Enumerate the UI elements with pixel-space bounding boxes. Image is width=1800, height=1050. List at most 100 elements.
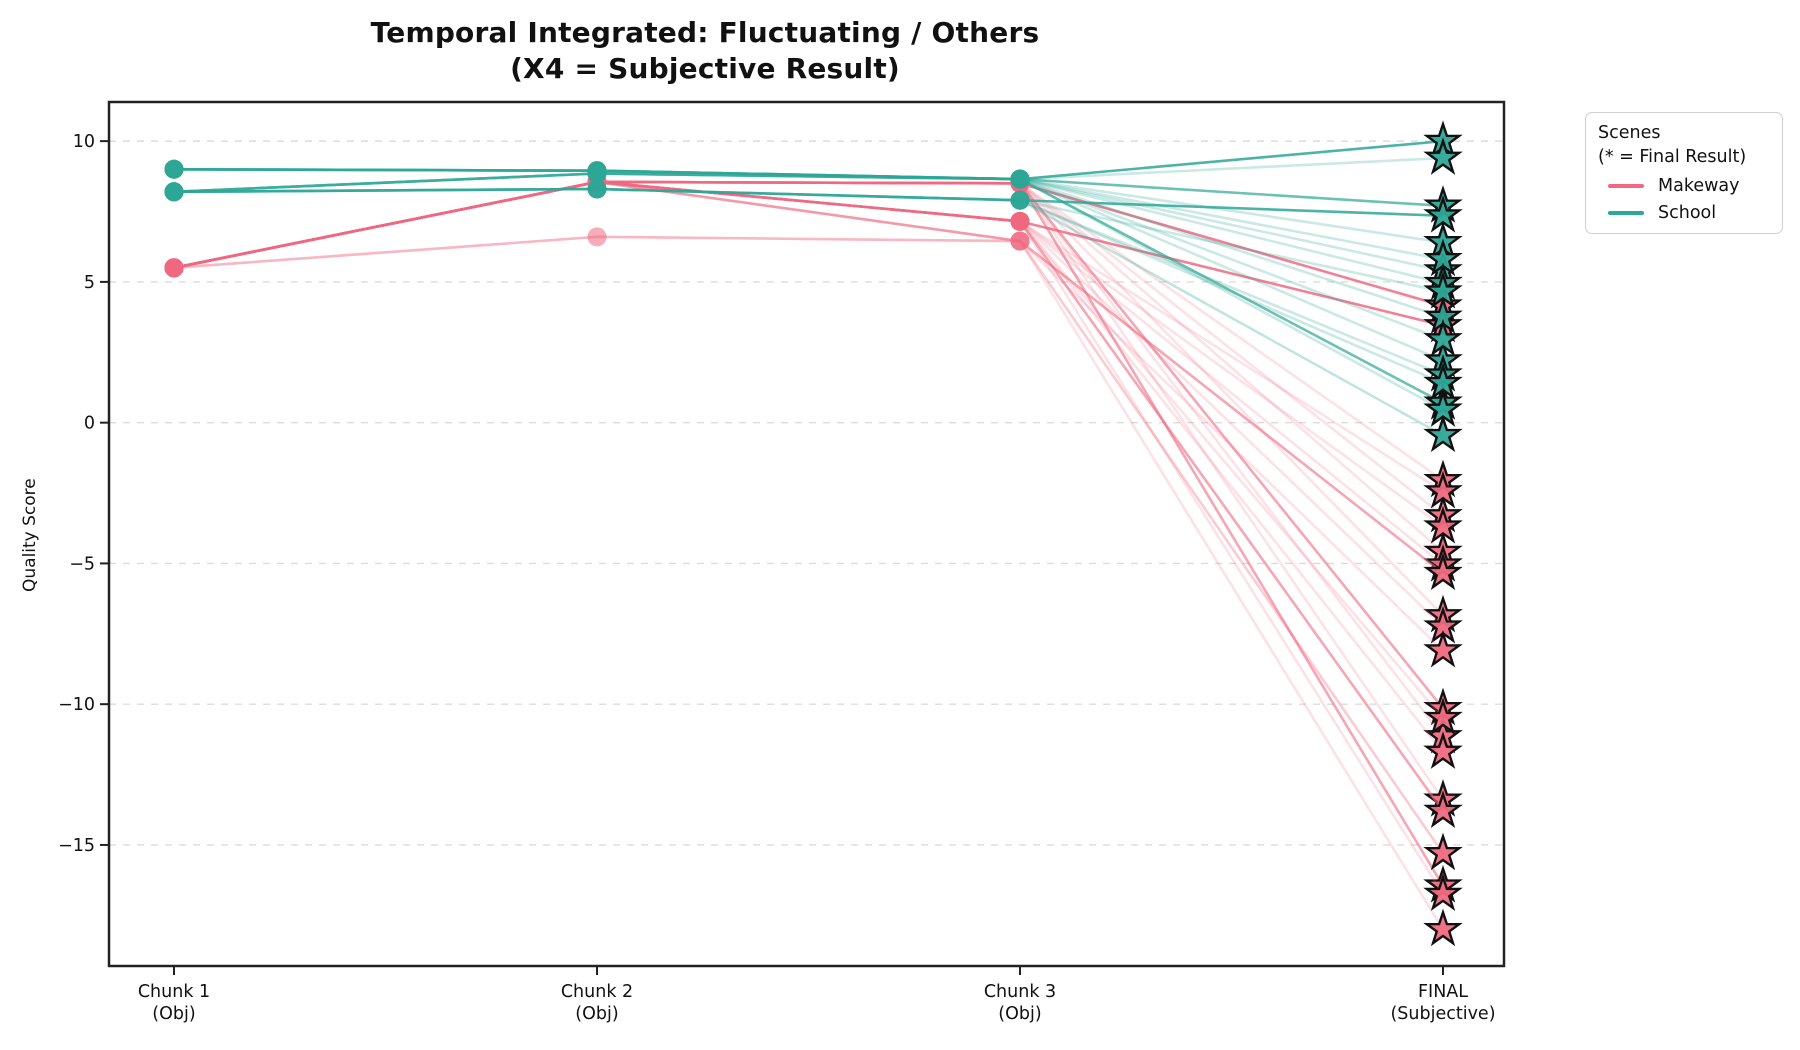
series-line-school: [173, 139, 1444, 181]
chunk-marker: [1010, 190, 1030, 210]
chunk-marker: [164, 258, 184, 278]
final-star: [1423, 908, 1463, 947]
series-line-school: [173, 172, 1444, 405]
series-line-school: [173, 167, 1444, 208]
chunk-marker: [587, 227, 607, 247]
chunk-marker: [164, 159, 184, 179]
chunk-marker: [1010, 190, 1030, 210]
chart-title: Temporal Integrated: Fluctuating / Other…: [370, 16, 1040, 49]
y-tick-label: 0: [84, 414, 95, 434]
series-line-makeway: [173, 180, 1444, 482]
chunk-marker: [587, 179, 607, 199]
series-line-makeway: [173, 180, 1444, 628]
axes-frame: [107, 100, 1506, 968]
chunk-marker: [1010, 211, 1030, 231]
final-star: [1423, 552, 1463, 591]
x-tick-label: Chunk 1: [138, 982, 210, 1002]
legend-subtitle: (* = Final Result): [1598, 147, 1747, 167]
final-star: [1423, 270, 1463, 309]
series-line-school: [173, 172, 1444, 341]
chunk-marker: [1010, 190, 1030, 210]
chunk-marker: [1010, 231, 1030, 251]
final-star: [1423, 790, 1463, 828]
chunk-marker: [164, 258, 184, 278]
y-tick-label: 10: [73, 132, 95, 152]
legend-label: Makeway: [1658, 176, 1740, 196]
final-star: [1423, 414, 1463, 453]
final-star: [1423, 697, 1463, 736]
chunk-marker: [1010, 190, 1030, 210]
chunk-marker: [164, 182, 184, 202]
series-line-school: [173, 172, 1444, 261]
series-line-makeway: [173, 180, 1445, 738]
chunk-marker: [1010, 211, 1030, 231]
chunk-marker: [587, 227, 607, 247]
chunk-marker: [587, 179, 607, 199]
legend-swatch: [1608, 211, 1644, 215]
chunk-marker: [164, 182, 184, 202]
chunk-marker: [1010, 231, 1030, 251]
chunk-marker: [164, 159, 184, 179]
chunk-marker: [164, 159, 184, 179]
y-tick-label: 5: [84, 273, 95, 293]
y-tick-label: −5: [69, 554, 95, 574]
y-tick-label: −15: [58, 836, 95, 856]
chunk-marker: [587, 164, 607, 184]
final-star: [1423, 832, 1463, 871]
series-line-school: [173, 172, 1444, 412]
legend-swatch: [1608, 184, 1644, 188]
chunk-marker: [587, 164, 607, 184]
chunk-marker: [164, 182, 184, 202]
series-line-school: [173, 167, 1444, 244]
series-line-school: [173, 187, 1444, 437]
chunk-marker: [164, 182, 184, 202]
legend-label: School: [1658, 203, 1717, 223]
series-line-makeway: [173, 180, 1444, 652]
legend-title: Scenes: [1598, 123, 1661, 143]
x-tick-label: (Subjective): [1390, 1004, 1495, 1024]
series-line-makeway: [173, 180, 1444, 617]
chunk-marker: [164, 258, 184, 278]
series-line-school: [173, 187, 1444, 385]
x-tick-label: (Obj): [998, 1004, 1041, 1024]
chunk-marker: [164, 159, 184, 179]
series-line-makeway: [173, 180, 1444, 720]
chunk-marker: [1010, 169, 1030, 189]
x-tick-label: (Obj): [575, 1004, 618, 1024]
chunk-marker: [1010, 169, 1030, 189]
series-line-school: [173, 187, 1444, 377]
series-line-makeway: [173, 235, 1445, 931]
y-axis-label: Quality Score: [20, 478, 40, 592]
y-tick-label: −10: [58, 695, 95, 715]
chunk-marker: [1010, 190, 1030, 210]
final-star: [1423, 731, 1463, 769]
x-tick-label: FINAL: [1418, 982, 1468, 1002]
chunk-marker: [587, 179, 607, 199]
legend-item-makeway: Makeway: [1598, 176, 1770, 196]
chunk-marker: [587, 179, 607, 199]
chunk-marker: [1010, 231, 1030, 251]
chunk-marker: [164, 258, 184, 278]
x-tick-label: Chunk 3: [984, 982, 1056, 1002]
series-line-school: [173, 187, 1444, 218]
series-line-makeway: [173, 180, 1445, 887]
series-line-school: [173, 167, 1444, 272]
final-star: [1423, 629, 1463, 668]
final-star: [1423, 470, 1463, 509]
chart-subtitle: (X4 = Subjective Result): [510, 52, 900, 85]
legend: Scenes (* = Final Result) Makeway School: [1585, 112, 1783, 234]
final-star: [1423, 194, 1463, 233]
chunk-marker: [587, 179, 607, 199]
x-tick-label: Chunk 2: [561, 982, 633, 1002]
chunk-marker: [1010, 231, 1030, 251]
series-line-school: [173, 167, 1444, 362]
final-star: [1423, 362, 1463, 401]
chunk-marker: [164, 159, 184, 179]
series-line-makeway: [173, 235, 1445, 855]
series-line-school: [173, 167, 1444, 319]
x-tick-label: (Obj): [152, 1004, 195, 1024]
legend-item-school: School: [1598, 203, 1770, 223]
chunk-marker: [164, 182, 184, 202]
